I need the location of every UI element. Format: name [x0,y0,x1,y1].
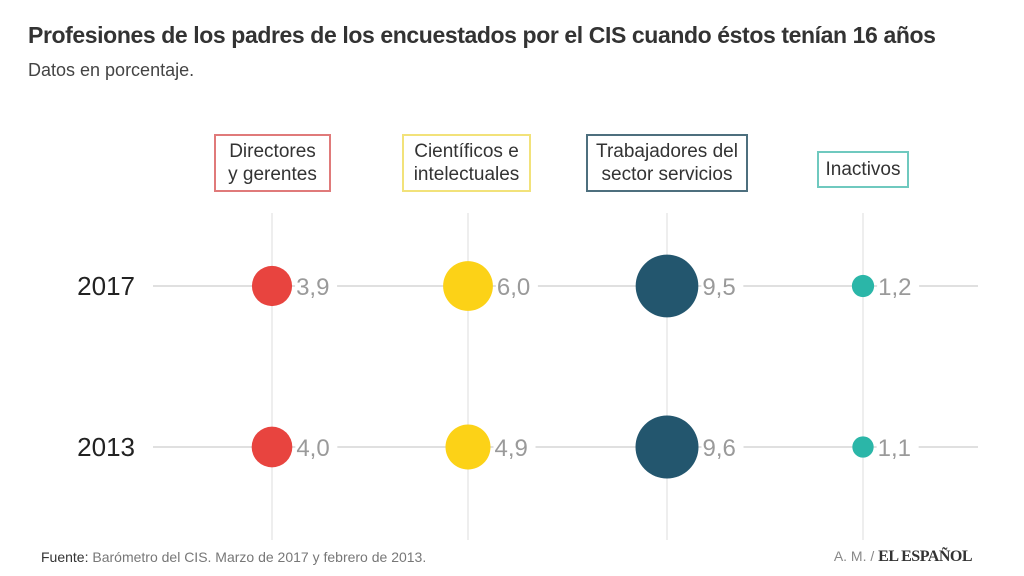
label-backdrop [295,433,338,461]
category-label: Científicos e intelectuales [413,141,520,185]
source-label: Fuente: [41,549,89,565]
category-box-cient-ficos-e-intelectuales: Científicos e intelectuales [402,134,531,192]
credit: A. M. / EL ESPAÑOL [833,548,973,566]
category-label: Directores y gerentes [228,141,317,185]
category-label: Trabajadores del sector servicios [596,141,738,185]
category-box-trabajadores-del-sector-servicios: Trabajadores del sector servicios [586,134,748,192]
chart-title: Profesiones de los padres de los encuest… [28,22,936,48]
bubble-directores-y-gerentes [251,426,293,468]
data-label: 1,1 [878,435,911,462]
label-backdrop [493,433,536,461]
data-label: 1,2 [878,274,911,301]
label-backdrop [701,433,744,461]
bubble-directores-y-gerentes [251,265,293,307]
label-backdrop [295,272,338,300]
row-label-year: 2017 [77,271,135,301]
data-label: 3,9 [296,274,329,301]
bubble-trabajadores-del-sector-servicios [635,254,699,318]
bubble-cient-ficos-e-intelectuales [445,424,491,470]
data-label: 4,0 [296,435,329,462]
bubble-inactivos [852,436,874,458]
label-backdrop [495,272,538,300]
source-note: Fuente: Barómetro del CIS. Marzo de 2017… [41,549,426,565]
data-label: 4,9 [495,435,528,462]
data-label: 9,5 [702,274,735,301]
data-label: 9,6 [703,435,736,462]
chart-subtitle: Datos en porcentaje. [28,60,195,80]
row-label-year: 2013 [77,432,135,462]
brand-logo: EL ESPAÑOL [878,548,972,565]
bubble-trabajadores-del-sector-servicios [635,415,699,479]
category-box-inactivos: Inactivos [817,151,909,188]
source-text: Barómetro del CIS. Marzo de 2017 y febre… [88,549,427,565]
label-backdrop [877,272,920,300]
author-credit: A. M. / [833,548,879,564]
category-label: Inactivos [825,159,901,180]
data-label: 6,0 [497,274,530,301]
label-backdrop [701,272,744,300]
category-box-directores-y-gerentes: Directores y gerentes [214,134,331,192]
bubble-inactivos [851,274,875,298]
label-backdrop [876,433,919,461]
bubble-cient-ficos-e-intelectuales [443,261,493,311]
